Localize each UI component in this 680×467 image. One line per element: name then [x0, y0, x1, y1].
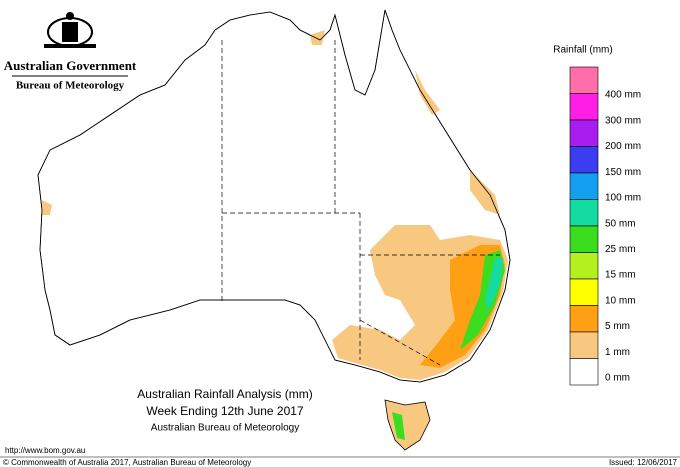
legend-label: 400 mm — [605, 90, 641, 101]
legend-swatch — [569, 225, 599, 253]
caption-title: Australian Rainfall Analysis (mm) — [137, 387, 312, 401]
legend-swatch — [569, 146, 599, 174]
legend-label: 5 mm — [605, 321, 630, 332]
rain-50mm — [485, 258, 503, 310]
tasmania — [384, 399, 431, 451]
legend-label: 15 mm — [605, 270, 636, 281]
legend-swatch — [569, 66, 599, 94]
government: Australian Government — [4, 58, 137, 73]
legend-label: 1 mm — [605, 347, 630, 358]
legend-label: 50 mm — [605, 218, 636, 229]
legend-swatch — [569, 172, 599, 200]
legend-swatch — [569, 305, 599, 333]
legend-swatch — [569, 358, 599, 386]
legend-label: 200 mm — [605, 141, 641, 152]
legend-swatch — [569, 252, 599, 280]
legend-swatch — [569, 278, 599, 306]
legend-swatch — [569, 331, 599, 359]
legend-label: 10 mm — [605, 295, 636, 306]
issued: Issued: 12/06/2017 — [609, 458, 678, 467]
legend-swatch — [569, 119, 599, 147]
bureau: Bureau of Meteorology — [16, 80, 125, 92]
legend-label: 150 mm — [605, 167, 641, 178]
legend-swatch — [569, 199, 599, 227]
legend-title: Rainfall (mm) — [553, 45, 612, 56]
legend-swatch — [569, 93, 599, 121]
legend-label: 300 mm — [605, 115, 641, 126]
tasmania-rain — [392, 412, 405, 440]
url: http://www.bom.gov.au — [5, 446, 85, 455]
caption-period: Week Ending 12th June 2017 — [146, 404, 304, 418]
map — [37, 9, 511, 451]
mainland-outline — [37, 9, 511, 383]
legend-label: 25 mm — [605, 244, 636, 255]
state-borders — [221, 40, 500, 366]
caption-source: Australian Bureau of Meteorology — [151, 423, 299, 434]
legend: 400 mm 300 mm 200 mm 150 mm 100 mm 50 mm 25 mm… — [569, 66, 641, 386]
crest — [44, 12, 96, 48]
legend-label: 0 mm — [605, 373, 630, 384]
legend-label: 100 mm — [605, 193, 641, 204]
copyright: © Commonwealth of Australia 2017, Austra… — [3, 458, 251, 467]
